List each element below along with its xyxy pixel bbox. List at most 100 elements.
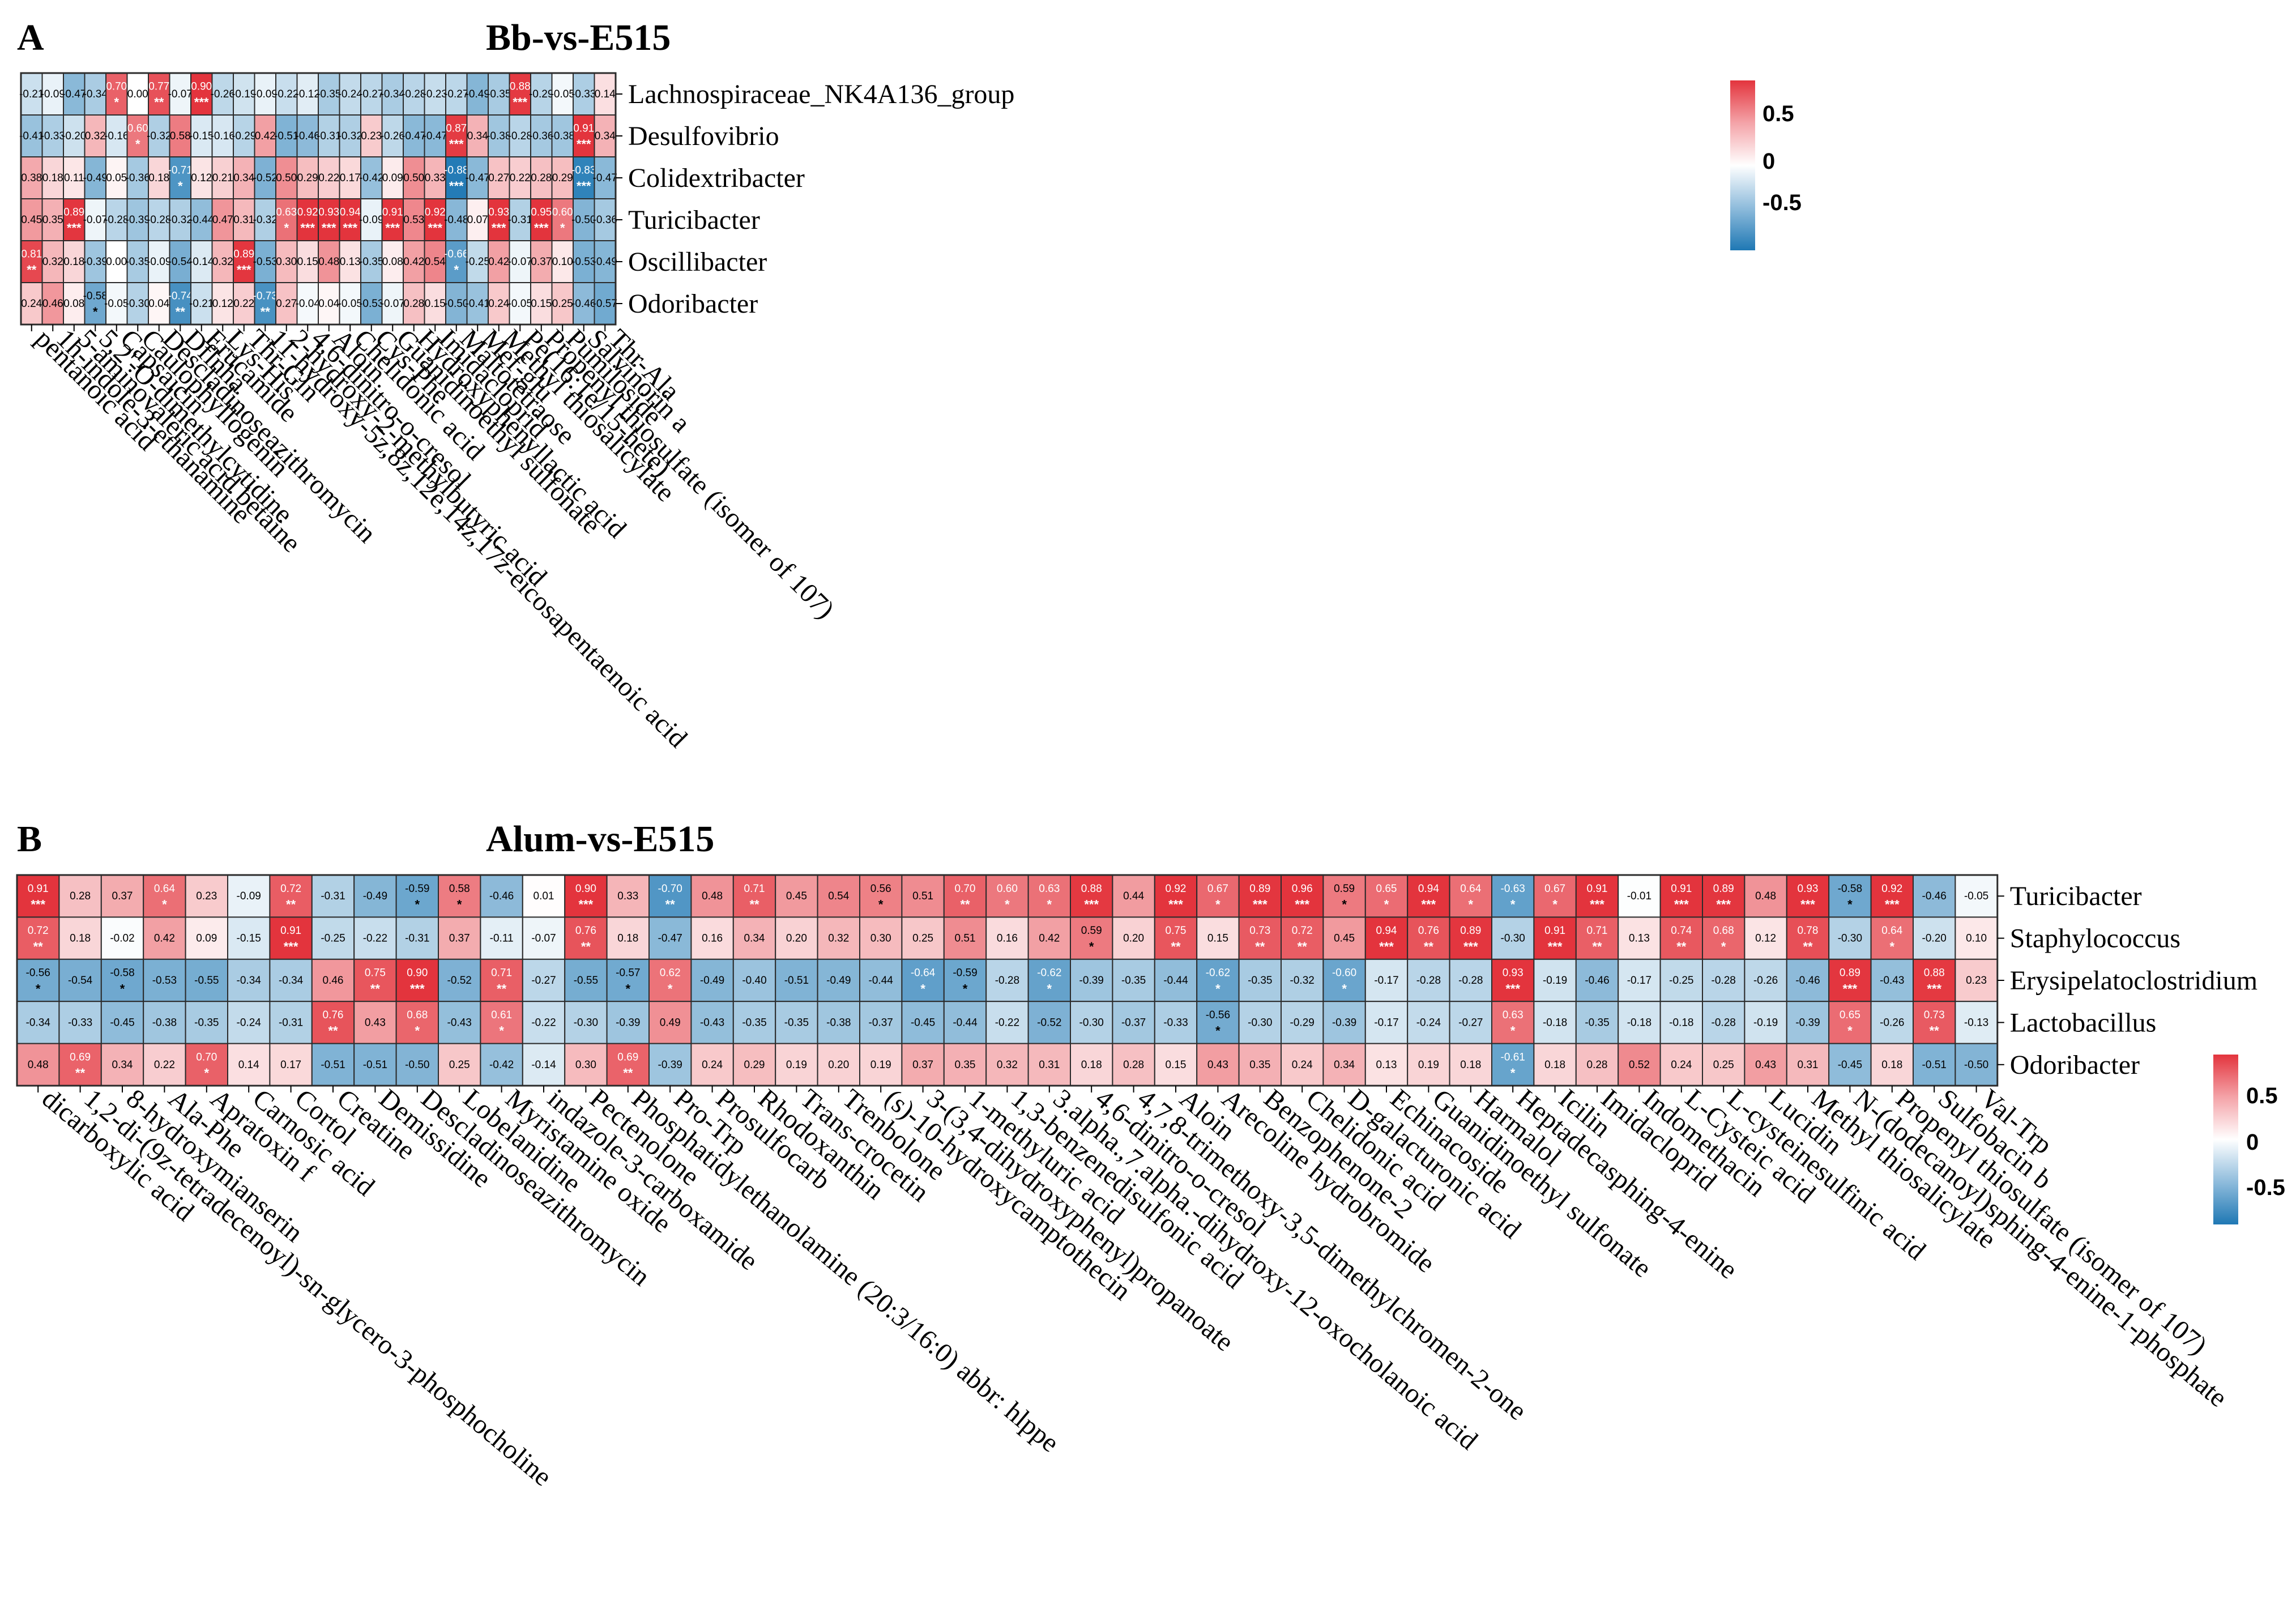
cell-value-label: 0.50	[403, 172, 424, 184]
heatmap-cell	[1196, 958, 1240, 1002]
cell-value-label: 0.90	[407, 967, 428, 979]
heatmap-cell	[360, 240, 383, 283]
cell-significance-label: **	[1424, 940, 1434, 954]
heatmap-cell	[1659, 874, 1704, 918]
cell-significance-label: ***	[1885, 898, 1900, 912]
cell-significance-label: *	[560, 221, 565, 235]
cell-value-label: 0.34	[233, 172, 254, 184]
cell-significance-label: ***	[534, 221, 549, 235]
cell-value-label: -0.07	[168, 88, 193, 100]
cell-value-label: 0.10	[552, 256, 573, 268]
cell-value-label: -0.46	[571, 298, 596, 310]
cell-value-label: 0.64	[154, 883, 175, 895]
cell-significance-label: **	[75, 1066, 86, 1080]
cell-value-label: -0.09	[359, 214, 383, 226]
cell-value-label: -0.04	[296, 298, 321, 310]
heatmap-cell	[445, 282, 468, 325]
cell-value-label: 0.13	[1376, 1059, 1397, 1071]
cell-value-label: 0.48	[28, 1059, 49, 1071]
heatmap-cell	[480, 874, 523, 918]
row-label: Odoribacter	[2010, 1050, 2140, 1080]
cell-value-label: -0.22	[531, 1017, 556, 1028]
cell-value-label: -0.48	[444, 214, 468, 226]
cell-significance-label: **	[154, 95, 164, 109]
cell-value-label: 0.44	[1123, 890, 1144, 902]
cell-value-label: 0.91	[28, 883, 49, 895]
cell-value-label: 0.29	[552, 172, 573, 184]
heatmap-cell	[275, 156, 298, 199]
cell-value-label: 0.29	[744, 1059, 765, 1071]
panel-a-cells: -0.21-0.09-0.47-0.340.70*0.000.77**-0.07…	[19, 72, 617, 326]
cell-value-label: -0.24	[237, 1017, 262, 1028]
heatmap-cell	[353, 1043, 397, 1086]
heatmap-cell	[690, 1043, 734, 1086]
cell-value-label: -0.32	[168, 214, 193, 226]
heatmap-cell	[63, 72, 86, 116]
cell-value-label: -0.45	[1838, 1059, 1862, 1071]
cell-value-label: 0.69	[70, 1051, 91, 1063]
cell-value-label: 0.71	[744, 883, 765, 895]
heatmap-cell	[1407, 1001, 1450, 1044]
cell-value-label: 0.21	[212, 172, 233, 184]
cell-value-label: 0.25	[912, 933, 933, 945]
heatmap-cell	[58, 916, 102, 960]
heatmap-cell	[1533, 1001, 1577, 1044]
cell-value-label: 0.12	[212, 298, 233, 310]
heatmap-cell	[1449, 1001, 1493, 1044]
cell-value-label: -0.53	[152, 975, 177, 987]
cell-value-label: 0.30	[870, 933, 891, 945]
cell-value-label: -0.31	[321, 890, 345, 902]
cell-value-label: 0.64	[1460, 883, 1481, 895]
cell-significance-label: *	[626, 981, 631, 996]
cell-value-label: 0.42	[154, 933, 175, 945]
cell-significance-label: ***	[194, 95, 209, 109]
cell-value-label: 0.31	[1039, 1059, 1060, 1071]
cell-value-label: -0.47	[658, 933, 682, 945]
cell-value-label: 0.35	[42, 214, 63, 226]
heatmap-cell	[269, 1043, 313, 1086]
cell-value-label: 0.18	[617, 933, 638, 945]
cell-significance-label: *	[878, 898, 884, 912]
heatmap-cell	[1449, 916, 1493, 960]
cell-value-label: 0.18	[42, 172, 63, 184]
cell-significance-label: ***	[1084, 898, 1099, 912]
cell-value-label: 0.43	[1207, 1059, 1228, 1071]
panel-a-title: Bb-vs-E515	[486, 17, 671, 58]
heatmap-cell	[16, 1043, 60, 1086]
cell-value-label: 0.25	[1713, 1059, 1734, 1071]
cell-significance-label: *	[93, 305, 98, 319]
cell-significance-label: ***	[300, 221, 315, 235]
heatmap-cell	[233, 282, 255, 325]
cell-value-label: 0.27	[276, 298, 297, 310]
cell-value-label: 0.34	[1334, 1059, 1355, 1071]
cell-value-label: 0.14	[595, 88, 616, 100]
cell-value-label: -0.34	[279, 975, 304, 987]
cell-value-label: 0.22	[510, 172, 531, 184]
heatmap-cell	[1281, 874, 1324, 918]
cell-value-label: 0.92	[297, 207, 318, 219]
heatmap-cell	[63, 198, 86, 241]
heatmap-cell	[438, 916, 481, 960]
row-label: Odoribacter	[628, 289, 758, 319]
cell-value-label: 0.00	[127, 88, 148, 100]
cell-value-label: -0.26	[1753, 975, 1778, 987]
heatmap-cell	[58, 1001, 102, 1044]
heatmap-cell	[606, 916, 650, 960]
cell-value-label: 0.07	[467, 214, 488, 226]
cell-value-label: -0.47	[62, 88, 86, 100]
cell-value-label: 0.59	[1081, 925, 1102, 937]
cell-value-label: -0.47	[466, 172, 490, 184]
cell-significance-label: ***	[577, 137, 591, 151]
panel-a-row-labels: Lachnospiraceae_NK4A136_group Desulfovibr…	[616, 79, 1014, 319]
cell-significance-label: **	[1255, 940, 1265, 954]
heatmap-cell	[438, 874, 481, 918]
heatmap-cell	[1913, 1001, 1956, 1044]
cell-value-label: 0.58	[449, 883, 470, 895]
cell-value-label: -0.27	[359, 88, 383, 100]
cell-value-label: -0.05	[338, 298, 362, 310]
cell-value-label: -0.29	[529, 88, 553, 100]
cell-value-label: -0.25	[1669, 975, 1693, 987]
cell-significance-label: ***	[237, 263, 251, 277]
cell-value-label: 0.18	[63, 256, 84, 268]
